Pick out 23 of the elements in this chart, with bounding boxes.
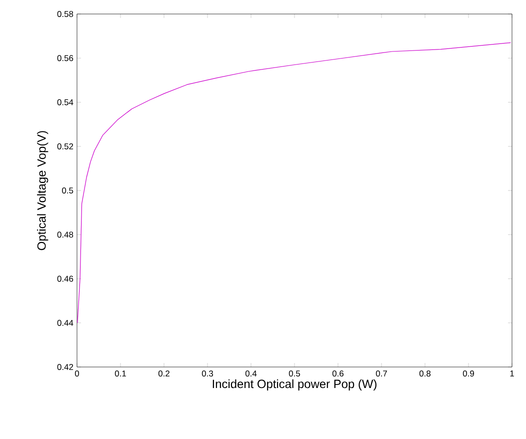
x-tick-label: 0.3 [202, 370, 214, 377]
y-tick-label: 0.54 [57, 99, 74, 106]
x-tick-label: 0.4 [245, 370, 257, 377]
y-tick-label: 0.56 [57, 55, 74, 62]
x-axis-title: Incident Optical power Pop (W) [212, 379, 376, 390]
y-tick-label: 0.5 [62, 188, 74, 194]
x-tick-label: 0.7 [376, 370, 387, 377]
x-tick-label: 0.5 [288, 370, 300, 377]
y-tick-label: 0.46 [57, 276, 74, 282]
x-tick-label: 1 [510, 370, 514, 376]
y-tick-label: 0.42 [57, 364, 74, 370]
x-tick-label: 0.8 [419, 370, 431, 377]
y-axis-title: Optical Voltage Vop(V) [37, 131, 48, 250]
line-series [77, 42, 511, 324]
x-tick-label: 0.1 [114, 370, 126, 377]
x-tick-label: 0.6 [332, 370, 344, 377]
x-tick-label: 0.9 [462, 370, 474, 377]
y-tick-label: 0.44 [57, 320, 74, 326]
y-tick-label: 0.48 [57, 232, 74, 238]
y-tick-label: 0.52 [57, 143, 74, 150]
x-tick-label: 0.2 [158, 370, 170, 377]
x-tick-label: 0 [74, 370, 80, 377]
y-tick-label: 0.58 [57, 11, 74, 17]
